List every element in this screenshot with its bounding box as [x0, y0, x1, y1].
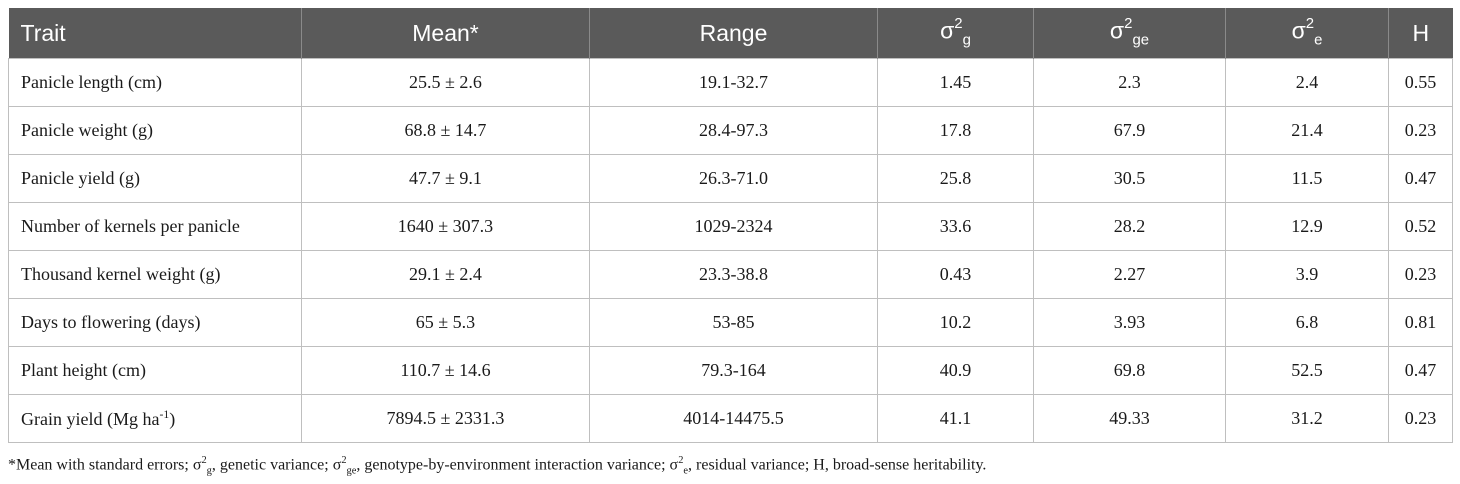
- cell-mean: 7894.5 ± 2331.3: [301, 394, 590, 443]
- trait-variance-table: Trait Mean* Range σ2g σ2ge σ2e H Panicle…: [8, 8, 1453, 443]
- cell-heritability: 0.23: [1388, 106, 1453, 155]
- cell-trait: Grain yield (Mg ha-1): [8, 394, 302, 443]
- cell-residual-variance: 6.8: [1225, 298, 1389, 347]
- cell-residual-variance: 21.4: [1225, 106, 1389, 155]
- cell-range: 19.1-32.7: [589, 58, 878, 107]
- header-range: Range: [589, 8, 878, 59]
- cell-gxe-variance: 67.9: [1033, 106, 1226, 155]
- cell-trait: Panicle weight (g): [8, 106, 302, 155]
- table-footnote: *Mean with standard errors; σ2g, genetic…: [8, 455, 987, 477]
- cell-range: 79.3-164: [589, 346, 878, 395]
- cell-genetic-variance: 40.9: [877, 346, 1034, 395]
- cell-mean: 25.5 ± 2.6: [301, 58, 590, 107]
- cell-heritability: 0.47: [1388, 154, 1453, 203]
- cell-mean: 68.8 ± 14.7: [301, 106, 590, 155]
- cell-genetic-variance: 1.45: [877, 58, 1034, 107]
- cell-gxe-variance: 2.3: [1033, 58, 1226, 107]
- cell-range: 4014-14475.5: [589, 394, 878, 443]
- table-row: Plant height (cm) 110.7 ± 14.6 79.3-164 …: [8, 346, 1453, 395]
- cell-range: 53-85: [589, 298, 878, 347]
- cell-residual-variance: 11.5: [1225, 154, 1389, 203]
- cell-range: 26.3-71.0: [589, 154, 878, 203]
- table-row: Grain yield (Mg ha-1) 7894.5 ± 2331.3 40…: [8, 394, 1453, 443]
- cell-mean: 1640 ± 307.3: [301, 202, 590, 251]
- cell-mean: 47.7 ± 9.1: [301, 154, 590, 203]
- table-row: Thousand kernel weight (g) 29.1 ± 2.4 23…: [8, 250, 1453, 299]
- header-gxe-variance: σ2ge: [1033, 8, 1226, 59]
- table-row: Number of kernels per panicle 1640 ± 307…: [8, 202, 1453, 251]
- header-genetic-variance: σ2g: [877, 8, 1034, 59]
- header-row: Trait Mean* Range σ2g σ2ge σ2e H: [8, 8, 1453, 59]
- cell-heritability: 0.23: [1388, 250, 1453, 299]
- cell-mean: 29.1 ± 2.4: [301, 250, 590, 299]
- cell-trait: Number of kernels per panicle: [8, 202, 302, 251]
- cell-trait: Panicle yield (g): [8, 154, 302, 203]
- cell-genetic-variance: 10.2: [877, 298, 1034, 347]
- cell-range: 28.4-97.3: [589, 106, 878, 155]
- cell-heritability: 0.55: [1388, 58, 1453, 107]
- cell-genetic-variance: 25.8: [877, 154, 1034, 203]
- cell-heritability: 0.52: [1388, 202, 1453, 251]
- cell-heritability: 0.81: [1388, 298, 1453, 347]
- cell-residual-variance: 52.5: [1225, 346, 1389, 395]
- cell-residual-variance: 3.9: [1225, 250, 1389, 299]
- table-row: Panicle length (cm) 25.5 ± 2.6 19.1-32.7…: [8, 58, 1453, 107]
- cell-mean: 65 ± 5.3: [301, 298, 590, 347]
- cell-gxe-variance: 49.33: [1033, 394, 1226, 443]
- cell-genetic-variance: 41.1: [877, 394, 1034, 443]
- table-row: Panicle yield (g) 47.7 ± 9.1 26.3-71.0 2…: [8, 154, 1453, 203]
- header-mean: Mean*: [301, 8, 590, 59]
- cell-mean: 110.7 ± 14.6: [301, 346, 590, 395]
- table-row: Panicle weight (g) 68.8 ± 14.7 28.4-97.3…: [8, 106, 1453, 155]
- cell-genetic-variance: 17.8: [877, 106, 1034, 155]
- cell-trait: Days to flowering (days): [8, 298, 302, 347]
- cell-gxe-variance: 2.27: [1033, 250, 1226, 299]
- cell-trait: Thousand kernel weight (g): [8, 250, 302, 299]
- table-row: Days to flowering (days) 65 ± 5.3 53-85 …: [8, 298, 1453, 347]
- table-container: Trait Mean* Range σ2g σ2ge σ2e H Panicle…: [8, 8, 1453, 443]
- cell-residual-variance: 2.4: [1225, 58, 1389, 107]
- cell-heritability: 0.47: [1388, 346, 1453, 395]
- cell-genetic-variance: 0.43: [877, 250, 1034, 299]
- cell-gxe-variance: 69.8: [1033, 346, 1226, 395]
- header-heritability: H: [1388, 8, 1453, 59]
- cell-residual-variance: 31.2: [1225, 394, 1389, 443]
- cell-residual-variance: 12.9: [1225, 202, 1389, 251]
- cell-heritability: 0.23: [1388, 394, 1453, 443]
- cell-trait: Panicle length (cm): [8, 58, 302, 107]
- cell-range: 1029-2324: [589, 202, 878, 251]
- header-residual-variance: σ2e: [1225, 8, 1389, 59]
- header-trait: Trait: [8, 8, 302, 59]
- cell-gxe-variance: 28.2: [1033, 202, 1226, 251]
- cell-gxe-variance: 3.93: [1033, 298, 1226, 347]
- cell-trait: Plant height (cm): [8, 346, 302, 395]
- cell-gxe-variance: 30.5: [1033, 154, 1226, 203]
- cell-genetic-variance: 33.6: [877, 202, 1034, 251]
- cell-range: 23.3-38.8: [589, 250, 878, 299]
